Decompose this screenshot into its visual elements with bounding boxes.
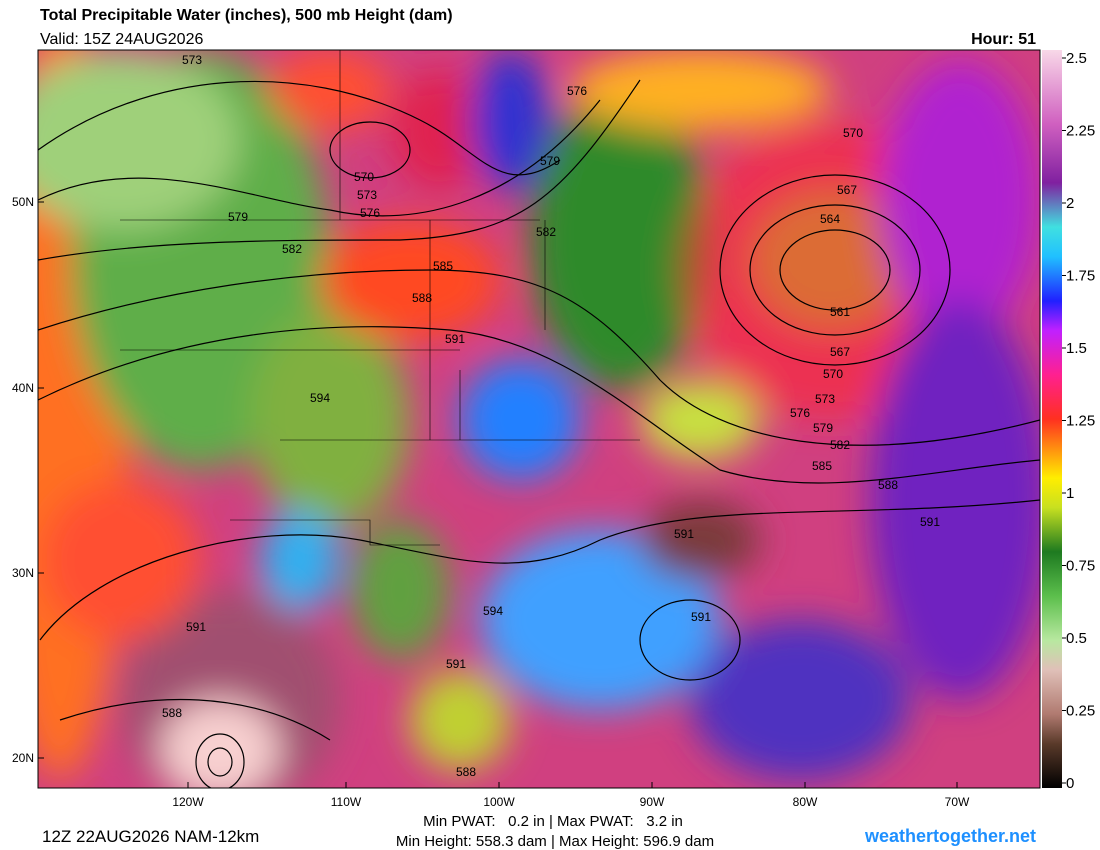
forecast-hour: Hour: 51 (971, 31, 1036, 48)
lon-label: 70W (945, 795, 970, 809)
site-credit: weathertogether.net (864, 826, 1036, 846)
lon-label: 100W (483, 795, 515, 809)
contour-label: 591 (446, 657, 466, 671)
contour-label: 588 (456, 765, 476, 779)
contour-label: 570 (823, 367, 843, 381)
title: Total Precipitable Water (inches), 500 m… (40, 7, 453, 24)
contour-label: 576 (567, 84, 587, 98)
pwat-range: Min PWAT: 0.2 in | Max PWAT: 3.2 in (423, 813, 683, 830)
contour-label: 582 (282, 242, 302, 256)
colorbar-label: 0.25 (1066, 703, 1095, 720)
contour-label: 561 (830, 305, 850, 319)
colorbar-label: 2 (1066, 195, 1074, 212)
colorbar-label: 2.5 (1066, 50, 1087, 67)
contour-label: 579 (540, 154, 560, 168)
colorbar (1042, 50, 1062, 788)
pwat-field (38, 50, 1040, 788)
contour-label: 594 (310, 391, 330, 405)
contour-label: 591 (691, 610, 711, 624)
contour-label: 594 (483, 604, 503, 618)
contour-label: 573 (815, 392, 835, 406)
contour-label: 570 (354, 170, 374, 184)
contour-label: 579 (813, 421, 833, 435)
height-range: Min Height: 558.3 dam | Max Height: 596.… (396, 833, 714, 850)
lon-label: 80W (793, 795, 818, 809)
contour-label: 573 (182, 53, 202, 67)
contour-label: 570 (843, 126, 863, 140)
lon-label: 110W (331, 795, 362, 809)
lon-label: 90W (640, 795, 665, 809)
contour-label: 588 (412, 291, 432, 305)
contour-label: 591 (445, 332, 465, 346)
colorbar-label: 1.5 (1066, 340, 1087, 357)
lat-label: 50N (12, 195, 34, 209)
colorbar-label: 1.75 (1066, 268, 1095, 285)
contour-label: 585 (812, 459, 832, 473)
run-info: 12Z 22AUG2026 NAM-12km (42, 827, 259, 846)
colorbar-label: 0.5 (1066, 630, 1087, 647)
map-frame (37, 49, 1041, 789)
contour-label: 588 (162, 706, 182, 720)
colorbar-label: 1.25 (1066, 413, 1095, 430)
contour-label: 585 (433, 259, 453, 273)
valid-time: Valid: 15Z 24AUG2026 (40, 31, 203, 48)
lat-label: 40N (12, 381, 34, 395)
contour-label: 582 (536, 225, 556, 239)
contour-label: 567 (837, 183, 857, 197)
contour-label: 576 (790, 406, 810, 420)
contour-label: 573 (357, 188, 377, 202)
colorbar-label: 1 (1066, 485, 1074, 502)
contour-label: 591 (920, 515, 940, 529)
lon-label: 120W (172, 795, 204, 809)
colorbar-label: 0 (1066, 775, 1074, 792)
contour-label: 576 (360, 206, 380, 220)
lat-label: 20N (12, 751, 34, 765)
contour-label: 591 (674, 527, 694, 541)
contour-label: 564 (820, 212, 840, 226)
colorbar-label: 0.75 (1066, 558, 1095, 575)
contour-label: 567 (830, 345, 850, 359)
colorbar-label: 2.25 (1066, 123, 1095, 140)
contour-label: 588 (878, 478, 898, 492)
contour-label: 591 (186, 620, 206, 634)
contour-label: 582 (830, 438, 850, 452)
contour-label: 579 (228, 210, 248, 224)
lat-label: 30N (12, 566, 34, 580)
